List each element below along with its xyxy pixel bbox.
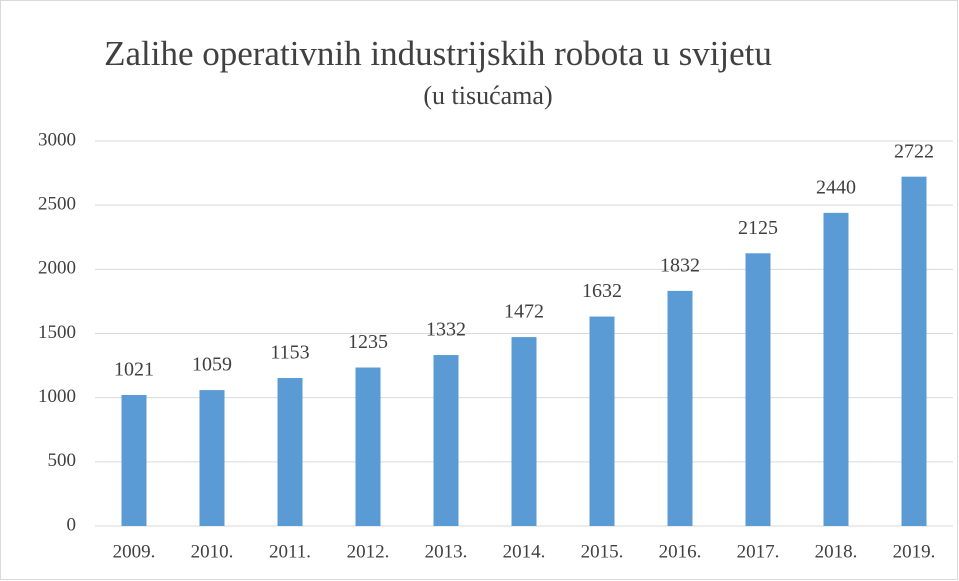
- x-tick-label: 2011.: [269, 541, 311, 562]
- x-tick-label: 2012.: [347, 541, 390, 562]
- y-tick-label: 1500: [38, 322, 76, 343]
- chart-subtitle: (u tisućama): [423, 81, 552, 110]
- data-label: 2440: [816, 176, 856, 198]
- x-tick-label: 2015.: [581, 541, 624, 562]
- y-tick-label: 1000: [38, 386, 76, 407]
- data-label: 1632: [582, 280, 622, 302]
- data-label: 1332: [426, 319, 466, 341]
- data-label: 1832: [660, 254, 700, 276]
- bar: [121, 394, 147, 526]
- data-label: 1021: [114, 359, 154, 381]
- y-tick-label: 500: [48, 450, 77, 471]
- bar: [355, 367, 381, 526]
- y-tick-label: 3000: [38, 129, 76, 150]
- data-label: 1472: [504, 301, 544, 323]
- x-tick-label: 2014.: [503, 541, 546, 562]
- bar: [511, 337, 537, 526]
- data-label: 1235: [348, 331, 388, 353]
- y-tick-label: 0: [67, 514, 77, 535]
- bar: [589, 316, 615, 526]
- data-label: 2125: [738, 217, 778, 239]
- data-label: 1153: [270, 342, 309, 364]
- chart-title: Zalihe operativnih industrijskih robota …: [104, 34, 772, 73]
- x-tick-label: 2019.: [893, 541, 936, 562]
- bar: [199, 390, 225, 526]
- bar: [901, 176, 927, 526]
- data-label: 2722: [894, 140, 934, 162]
- data-label: 1059: [192, 354, 232, 376]
- x-tick-label: 2009.: [113, 541, 156, 562]
- x-tick-label: 2018.: [815, 541, 858, 562]
- y-tick-label: 2000: [38, 258, 76, 279]
- bar: [823, 212, 849, 526]
- bar: [667, 290, 693, 526]
- x-tick-label: 2016.: [659, 541, 702, 562]
- x-tick-label: 2010.: [191, 541, 234, 562]
- y-tick-label: 2500: [38, 194, 76, 215]
- bar: [745, 253, 771, 526]
- x-tick-label: 2017.: [737, 541, 780, 562]
- bar: [277, 378, 303, 526]
- x-tick-label: 2013.: [425, 541, 468, 562]
- bar: [433, 355, 459, 526]
